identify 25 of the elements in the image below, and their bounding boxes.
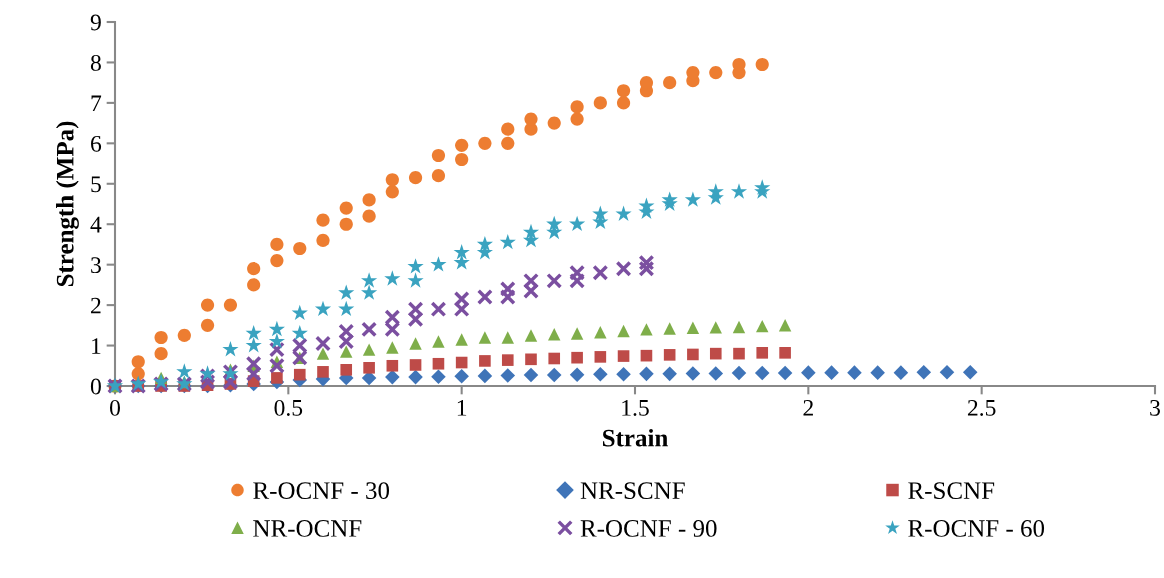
x-tick-label: 2 — [803, 399, 813, 416]
y-tick-label: 8 — [90, 54, 101, 71]
y-tick-label: 9 — [90, 14, 101, 31]
x-tick-label: 0 — [110, 399, 120, 416]
y-tick-label: 2 — [91, 297, 101, 314]
legend-label: NR-SCNF — [580, 482, 685, 500]
y-tick-label: 3 — [91, 257, 101, 274]
y-tick-label: 6 — [91, 135, 102, 152]
y-tick-label: 7 — [91, 95, 102, 112]
x-tick-label: 3 — [1150, 399, 1160, 416]
x-tick-label: 2.5 — [967, 399, 996, 416]
x-tick-label: 0.5 — [274, 399, 303, 416]
legend-label: R-OCNF - 90 — [580, 520, 717, 537]
legend-label: R-OCNF - 30 — [253, 482, 390, 500]
legend-label: NR-OCNF — [253, 520, 362, 537]
y-tick-label: 4 — [90, 216, 102, 233]
x-tick-label: 1 — [457, 399, 467, 416]
legend-label: R-SCNF — [908, 482, 995, 500]
y-axis-title: Strength (MPa) — [56, 121, 79, 287]
x-tick-label: 1.5 — [622, 399, 649, 416]
y-tick-label: 1 — [92, 338, 101, 354]
y-tick-label: 0 — [90, 378, 101, 395]
legend-label: R-OCNF - 60 — [908, 520, 1045, 537]
y-tick-label: 5 — [91, 176, 101, 193]
x-axis-title: Strain — [603, 428, 668, 447]
